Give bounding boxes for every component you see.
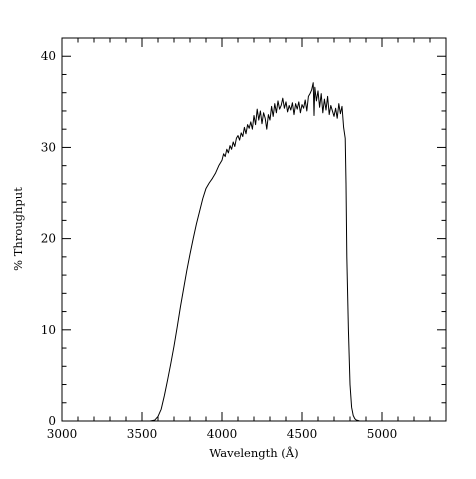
y-tick-label: 20 <box>41 232 56 246</box>
x-tick-label: 4000 <box>207 427 238 441</box>
x-tick-label: 5000 <box>367 427 398 441</box>
plot-frame <box>61 37 447 422</box>
y-tick-label: 0 <box>48 414 56 428</box>
throughput-line <box>62 82 446 422</box>
x-tick-label: 3000 <box>47 427 78 441</box>
x-axis-title: Wavelength (Å) <box>209 446 298 460</box>
axis-ticks <box>61 37 447 422</box>
x-tick-label: 4500 <box>287 427 318 441</box>
y-axis-title: % Throughput <box>11 187 25 271</box>
y-tick-label: 10 <box>41 323 56 337</box>
y-tick-label: 40 <box>41 49 56 63</box>
y-tick-label: 30 <box>41 140 56 154</box>
x-tick-label: 3500 <box>127 427 158 441</box>
tick-labels: 3000 3500 4000 4500 5000 0 10 20 30 40 <box>41 49 398 441</box>
